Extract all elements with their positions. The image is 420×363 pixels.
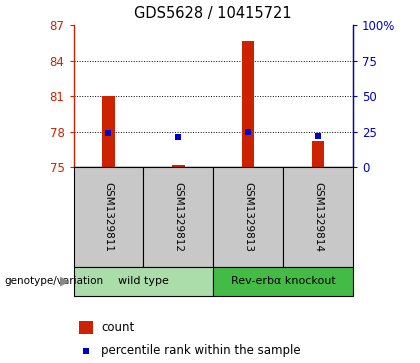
Text: GSM1329811: GSM1329811 xyxy=(103,182,113,252)
Text: count: count xyxy=(102,321,135,334)
Text: GSM1329812: GSM1329812 xyxy=(173,182,183,252)
Bar xyxy=(172,165,184,167)
Bar xyxy=(312,141,324,167)
Bar xyxy=(242,41,255,167)
Bar xyxy=(79,321,93,334)
Text: genotype/variation: genotype/variation xyxy=(4,276,103,286)
Text: percentile rank within the sample: percentile rank within the sample xyxy=(102,344,301,357)
Bar xyxy=(143,167,213,267)
Bar xyxy=(102,96,115,167)
Text: ▶: ▶ xyxy=(60,275,69,288)
Title: GDS5628 / 10415721: GDS5628 / 10415721 xyxy=(134,7,292,21)
Text: GSM1329813: GSM1329813 xyxy=(243,182,253,252)
Text: wild type: wild type xyxy=(118,276,169,286)
Bar xyxy=(74,267,213,296)
Text: Rev-erbα knockout: Rev-erbα knockout xyxy=(231,276,335,286)
Bar xyxy=(213,167,283,267)
Bar xyxy=(74,167,143,267)
Bar xyxy=(283,167,353,267)
Text: GSM1329814: GSM1329814 xyxy=(313,182,323,252)
Bar xyxy=(213,267,353,296)
